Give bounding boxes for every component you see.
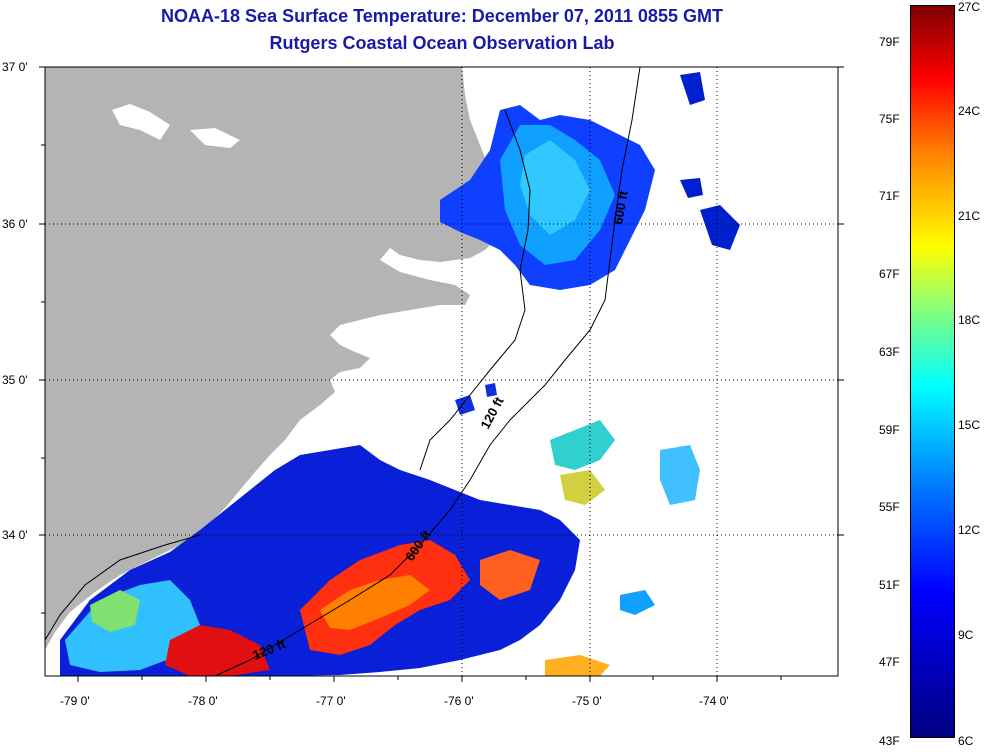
sst-patches-north <box>440 72 740 290</box>
sst-patches-south <box>60 445 610 676</box>
colorbar-c-label: 9C <box>958 628 974 642</box>
colorbar-f-label: 67F <box>879 267 900 281</box>
inland-water <box>112 104 240 148</box>
lon-tick-74: -74 0' <box>699 694 729 708</box>
colorbar-f-label: 79F <box>879 35 900 49</box>
colorbar-f-label: 75F <box>879 112 900 126</box>
lat-tick-35: 35 0' <box>2 373 28 387</box>
colorbar-f-label: 71F <box>879 189 900 203</box>
isobath-coast-south <box>44 534 201 641</box>
colorbar-c-label: 15C <box>958 418 981 432</box>
lon-tick-77: -77 0' <box>316 694 346 708</box>
grid-lines <box>45 67 838 676</box>
colorbar-f-label: 63F <box>879 345 900 359</box>
lon-tick-78: -78 0' <box>188 694 218 708</box>
colorbar-f-label: 55F <box>879 500 900 514</box>
lon-tick-75: -75 0' <box>572 694 602 708</box>
colorbar-f-label: 51F <box>879 578 900 592</box>
colorbar-c-label: 27C <box>958 0 981 14</box>
colorbar-c-label: 12C <box>958 523 981 537</box>
lon-tick-76: -76 0' <box>444 694 474 708</box>
lat-tick-36: 36 0' <box>2 217 28 231</box>
isobath-120ft-north <box>419 109 531 471</box>
colorbar <box>910 5 955 738</box>
colorbar-f-label: 59F <box>879 423 900 437</box>
colorbar-c-label: 6C <box>958 734 974 748</box>
tick-marks <box>39 66 844 682</box>
map-border <box>44 66 839 677</box>
map-title: NOAA-18 Sea Surface Temperature: Decembe… <box>161 6 723 26</box>
colorbar-f-label: 43F <box>879 734 900 748</box>
land-mass <box>45 67 505 650</box>
colorbar-c-label: 21C <box>958 209 981 223</box>
map-subtitle: Rutgers Coastal Ocean Observation Lab <box>269 33 615 53</box>
isobath-600ft-north <box>214 66 641 677</box>
lat-tick-34: 34 0' <box>2 528 28 542</box>
colorbar-c-label: 18C <box>958 313 981 327</box>
isobaths <box>44 66 641 677</box>
lon-tick-79: -79 0' <box>60 694 90 708</box>
sst-patches-offshore <box>455 383 700 615</box>
colorbar-c-label: 24C <box>958 104 981 118</box>
lat-tick-37: 37 0' <box>2 60 28 74</box>
colorbar-f-label: 47F <box>879 655 900 669</box>
isobath-label-600ft-north: 600 ft <box>610 189 631 226</box>
